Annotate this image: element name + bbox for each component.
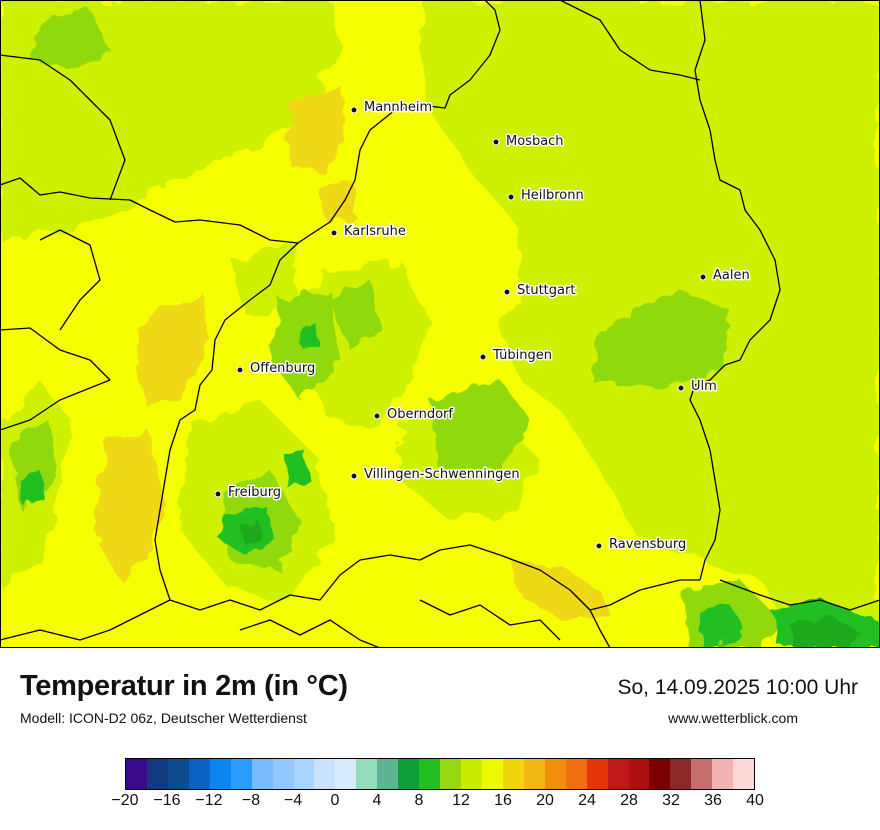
map-title: Temperatur in 2m (in °C) — [20, 670, 348, 702]
city-tuebingen: Tübingen — [479, 347, 554, 365]
legend-tick-label: −12 — [195, 792, 223, 809]
city-karlsruhe: Karlsruhe — [330, 223, 407, 241]
legend-swatch — [209, 759, 231, 789]
city-dot — [699, 273, 707, 281]
city-offenburg: Offenburg — [236, 360, 317, 378]
legend-tick-label: 4 — [372, 792, 382, 809]
city-villingen-schwenningen: Villingen-Schwenningen — [350, 466, 521, 484]
legend-swatch — [167, 759, 189, 789]
legend-swatch — [607, 759, 629, 789]
city-mannheim: Mannheim — [350, 99, 434, 117]
legend-tick-label: 28 — [620, 792, 638, 809]
legend-swatch — [293, 759, 315, 789]
city-aalen: Aalen — [699, 267, 751, 285]
legend-swatch — [461, 759, 482, 789]
legend-swatch — [586, 759, 608, 789]
model-source: Modell: ICON-D2 06z, Deutscher Wetterdie… — [20, 710, 307, 726]
legend-tick-label: 36 — [704, 792, 722, 809]
legend-ticks: −20 −16 −12 −8 −4 0 4 8 12 16 20 24 28 32 36 40 — [111, 792, 763, 816]
city-dot — [350, 472, 358, 480]
legend-swatch — [628, 759, 650, 789]
city-dot — [595, 542, 603, 550]
legend-swatch — [398, 759, 420, 789]
city-label: Villingen-Schwenningen — [364, 467, 520, 482]
legend-swatch — [251, 759, 273, 789]
legend-swatch — [670, 759, 692, 789]
legend-swatch — [733, 759, 755, 789]
legend-swatch — [377, 759, 399, 789]
city-dot — [214, 490, 222, 498]
legend-swatch — [523, 759, 545, 789]
color-legend — [125, 758, 755, 790]
city-label: Oberndorf — [387, 407, 453, 422]
legend-swatch — [188, 759, 210, 789]
legend-swatch — [565, 759, 587, 789]
legend-tick-label: 32 — [662, 792, 680, 809]
city-dot — [507, 193, 515, 201]
city-label: Stuttgart — [517, 283, 575, 298]
city-ulm: Ulm — [677, 378, 718, 396]
legend-tick-label: 16 — [494, 792, 512, 809]
city-dot — [479, 353, 487, 361]
borders — [0, 0, 880, 648]
city-oberndorf: Oberndorf — [373, 406, 455, 424]
legend-swatch — [272, 759, 294, 789]
legend-swatch — [712, 759, 734, 789]
city-freiburg: Freiburg — [214, 484, 283, 502]
legend-swatch — [356, 759, 378, 789]
legend-swatch — [691, 759, 713, 789]
city-dot — [236, 366, 244, 374]
city-label: Tübingen — [492, 348, 552, 363]
legend-swatch — [146, 759, 168, 789]
city-label: Mosbach — [506, 134, 564, 149]
city-label: Ulm — [691, 379, 717, 394]
city-label: Offenburg — [250, 361, 315, 376]
city-label: Heilbronn — [521, 188, 584, 203]
legend-swatch — [502, 759, 524, 789]
city-dot — [373, 412, 381, 420]
website-link[interactable]: www.wetterblick.com — [668, 710, 798, 726]
legend-swatch — [440, 759, 461, 789]
legend-swatch — [481, 759, 503, 789]
city-label: Karlsruhe — [344, 224, 406, 239]
temperature-map: Mannheim Mosbach Heilbronn Karlsruhe Aal… — [0, 0, 880, 648]
map-footer: Temperatur in 2m (in °C) Modell: ICON-D2… — [0, 648, 880, 830]
city-ravensburg: Ravensburg — [595, 536, 688, 554]
forecast-datetime: So, 14.09.2025 10:00 Uhr — [617, 676, 858, 699]
city-dot — [330, 229, 338, 237]
legend-swatch — [335, 759, 357, 789]
city-label: Ravensburg — [609, 537, 686, 552]
map-canvas: Mannheim Mosbach Heilbronn Karlsruhe Aal… — [0, 0, 880, 648]
legend-tick-label: −20 — [111, 792, 139, 809]
legend-tick-label: 40 — [746, 792, 764, 809]
city-stuttgart: Stuttgart — [503, 282, 577, 300]
city-dot — [503, 288, 511, 296]
legend-tick-label: 12 — [452, 792, 470, 809]
legend-swatch — [419, 759, 441, 789]
legend-swatch — [126, 759, 147, 789]
legend-tick-label: −16 — [153, 792, 181, 809]
temp-field-8 — [240, 520, 860, 648]
city-dot — [677, 384, 685, 392]
city-dot — [350, 106, 358, 114]
city-label: Mannheim — [364, 100, 432, 115]
legend-swatch — [649, 759, 671, 789]
city-dot — [492, 138, 500, 146]
city-mosbach: Mosbach — [492, 133, 565, 151]
temp-field-12 — [10, 10, 780, 648]
legend-swatch — [230, 759, 252, 789]
legend-tick-label: 20 — [536, 792, 554, 809]
legend-swatch — [314, 759, 336, 789]
legend-tick-label: 0 — [330, 792, 340, 809]
city-label: Freiburg — [228, 485, 281, 500]
legend-tick-label: −4 — [283, 792, 303, 809]
legend-tick-label: 8 — [414, 792, 424, 809]
city-label: Aalen — [713, 268, 750, 283]
city-heilbronn: Heilbronn — [507, 187, 585, 205]
legend-tick-label: 24 — [578, 792, 596, 809]
legend-swatch — [544, 759, 566, 789]
legend-tick-label: −8 — [241, 792, 261, 809]
